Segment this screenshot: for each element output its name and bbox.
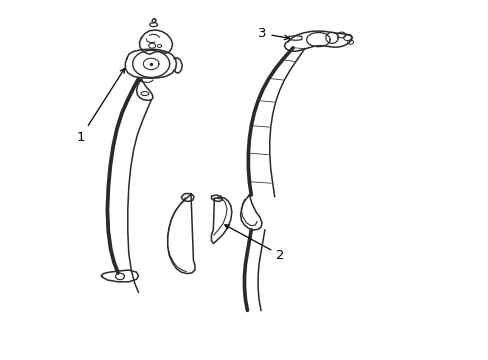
Text: 3: 3 [257,27,288,40]
Text: 2: 2 [224,225,284,261]
Text: 1: 1 [76,68,124,144]
